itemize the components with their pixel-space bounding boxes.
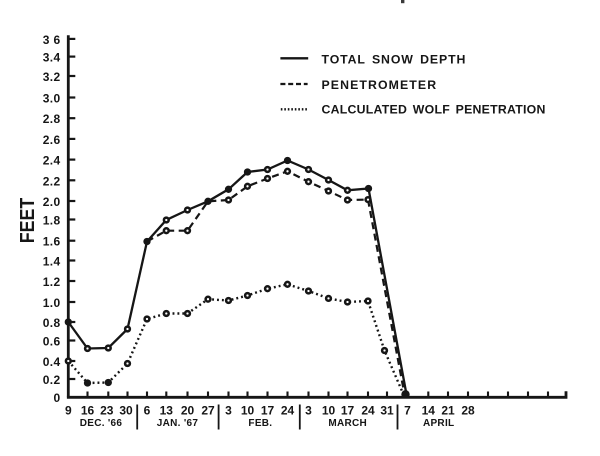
svg-text:FEB.: FEB.: [248, 418, 272, 429]
svg-text:2.2: 2.2: [43, 174, 61, 188]
svg-text:JAN. '67: JAN. '67: [157, 418, 199, 429]
svg-text:9: 9: [65, 404, 72, 418]
svg-text:2.8: 2.8: [43, 112, 61, 126]
svg-text:FEET: FEET: [17, 198, 39, 244]
svg-text:APRIL: APRIL: [423, 418, 455, 429]
svg-text:14: 14: [422, 404, 436, 418]
svg-text:31: 31: [380, 404, 394, 418]
svg-text:3: 3: [305, 404, 312, 418]
svg-text:MARCH: MARCH: [328, 418, 367, 429]
svg-text:1.2: 1.2: [43, 275, 61, 289]
svg-text:3.0: 3.0: [43, 92, 61, 106]
svg-text:24: 24: [361, 404, 375, 418]
svg-text:21: 21: [441, 404, 455, 418]
svg-text:DEC. '66: DEC. '66: [80, 418, 123, 429]
svg-text:28: 28: [461, 404, 475, 418]
svg-text:6: 6: [144, 404, 151, 418]
svg-text:7: 7: [404, 404, 411, 418]
svg-text:3.2: 3.2: [43, 70, 61, 84]
svg-text:10: 10: [241, 404, 255, 418]
svg-text:27: 27: [201, 404, 215, 418]
svg-text:0: 0: [54, 391, 61, 405]
svg-text:2.6: 2.6: [43, 133, 61, 147]
svg-text:1.6: 1.6: [43, 235, 61, 249]
svg-text:16: 16: [81, 404, 95, 418]
svg-text:0.2: 0.2: [43, 373, 61, 387]
svg-text:3.4: 3.4: [43, 51, 61, 65]
svg-text:10: 10: [322, 404, 336, 418]
svg-text:1.0: 1.0: [43, 296, 61, 310]
svg-text:17: 17: [341, 404, 355, 418]
svg-text:3 6: 3 6: [43, 33, 61, 47]
svg-text:0.4: 0.4: [43, 355, 61, 369]
svg-text:24: 24: [281, 404, 295, 418]
svg-text:17: 17: [261, 404, 275, 418]
svg-text:13: 13: [160, 404, 174, 418]
svg-text:2.0: 2.0: [43, 195, 61, 209]
svg-text:0.6: 0.6: [43, 335, 61, 349]
svg-text:20: 20: [181, 404, 195, 418]
svg-text:PENETROMETER: PENETROMETER: [322, 78, 438, 92]
svg-text:TOTAL SNOW DEPTH: TOTAL SNOW DEPTH: [322, 52, 467, 66]
svg-text:2.4: 2.4: [43, 154, 61, 168]
svg-text:23: 23: [100, 404, 114, 418]
svg-text:CALCULATED WOLF PENETRATION: CALCULATED WOLF PENETRATION: [322, 103, 546, 117]
svg-text:1.8: 1.8: [43, 214, 61, 228]
svg-text:1.4: 1.4: [43, 255, 61, 269]
svg-text:30: 30: [119, 404, 133, 418]
svg-text:0.8: 0.8: [43, 316, 61, 330]
svg-text:3: 3: [225, 404, 232, 418]
